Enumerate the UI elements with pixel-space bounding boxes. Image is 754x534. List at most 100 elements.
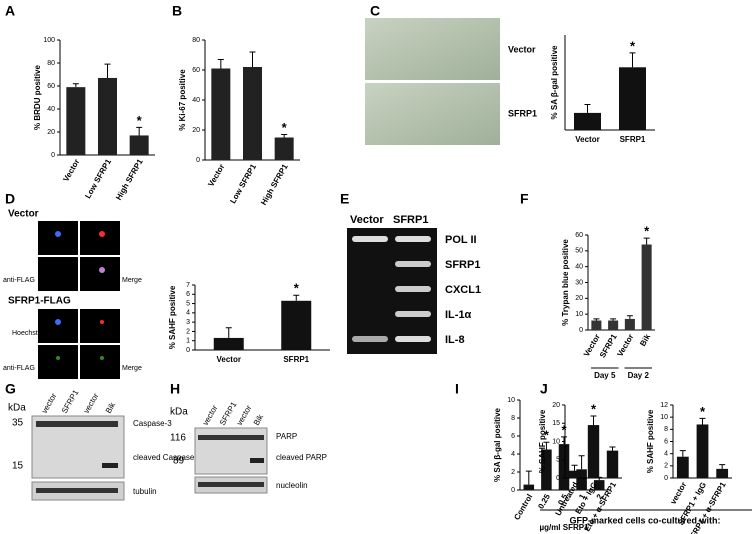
significance-marker: * xyxy=(561,422,567,437)
y-tick-label: 20 xyxy=(192,127,200,134)
error-bar xyxy=(590,415,597,426)
tile-label: Hoechst xyxy=(12,330,38,337)
bar xyxy=(213,337,244,350)
x-tick-label: Vector xyxy=(61,158,81,184)
y-tick-label: 100 xyxy=(43,37,55,44)
y-tick-label: 10 xyxy=(507,397,515,404)
y-tick-label: 15 xyxy=(552,420,560,427)
y-tick-label: 5 xyxy=(556,457,560,464)
y-tick-label: 0 xyxy=(664,475,668,482)
image-label: SFRP1 xyxy=(508,108,537,118)
panel-letter: F xyxy=(520,191,529,207)
y-tick-label: 5 xyxy=(186,300,190,307)
x-tick-label: SFRP1 xyxy=(620,135,646,144)
band-label: Caspase-3 xyxy=(133,419,172,428)
bar xyxy=(66,87,86,155)
x-tick-label: 2 xyxy=(595,492,605,501)
y-tick-label: 20 xyxy=(47,129,55,136)
kda-marker: 116 xyxy=(170,433,186,444)
band-label: cleaved PARP xyxy=(276,453,327,462)
error-bar xyxy=(281,134,288,138)
panel-letter: G xyxy=(5,381,16,397)
y-tick-label: 12 xyxy=(660,402,668,409)
micrograph xyxy=(365,18,500,80)
y-tick-label: 40 xyxy=(575,264,583,271)
y-tick-label: 0 xyxy=(556,475,560,482)
lane-label: Vector xyxy=(350,214,384,226)
error-bar xyxy=(626,315,633,319)
error-bar xyxy=(719,464,726,469)
bar xyxy=(619,67,646,130)
x-tick-label: 1 xyxy=(577,492,587,501)
y-tick-label: 2 xyxy=(511,469,515,476)
error-bar xyxy=(293,294,300,301)
significance-marker: * xyxy=(282,120,288,135)
lane-label: Bik xyxy=(252,412,266,427)
x-tick-label: Vector xyxy=(575,135,599,144)
y-axis-label: % SA β-gal positive xyxy=(550,45,559,119)
kda-marker: 89 xyxy=(173,456,185,467)
error-bar xyxy=(610,318,617,321)
x-axis-label: GFP-marked cells co-cultured with: xyxy=(569,515,720,525)
y-tick-label: 4 xyxy=(186,310,190,317)
y-tick-label: 60 xyxy=(575,232,583,239)
y-tick-label: 10 xyxy=(552,438,560,445)
group-label: SFRP1-FLAG xyxy=(8,296,71,307)
y-tick-label: 60 xyxy=(47,83,55,90)
error-bar xyxy=(217,59,224,69)
y-tick-label: 0 xyxy=(196,157,200,164)
bar xyxy=(281,300,312,350)
y-tick-label: 0 xyxy=(186,347,190,354)
error-bar xyxy=(679,450,686,457)
unit: kDa xyxy=(8,403,26,414)
bar xyxy=(574,112,601,130)
x-tick-label: 0.25 xyxy=(536,492,552,510)
bar xyxy=(274,137,294,160)
x-tick-label: Vector xyxy=(217,355,241,364)
error-bar xyxy=(571,464,578,471)
bar xyxy=(243,67,262,160)
bar xyxy=(676,456,689,478)
error-bar xyxy=(609,446,616,451)
significance-marker: * xyxy=(294,281,300,296)
y-axis-label: % SAHF positive xyxy=(538,409,547,473)
bar xyxy=(211,68,231,160)
band-label: PARP xyxy=(276,432,297,441)
group-label: Day 2 xyxy=(628,371,650,380)
error-bar xyxy=(578,455,585,470)
significance-marker: * xyxy=(700,404,706,419)
lane-label: vector xyxy=(40,391,59,415)
x-tick-label: Control xyxy=(512,493,534,522)
image-label: Vector xyxy=(508,44,536,54)
y-tick-label: 7 xyxy=(186,282,190,289)
lane-label: vector xyxy=(82,391,101,415)
bar xyxy=(641,244,652,330)
x-tick-label: vector xyxy=(669,481,689,506)
panel-letter: I xyxy=(455,381,459,397)
band-label: nucleolin xyxy=(276,481,308,490)
bar xyxy=(608,320,619,330)
y-tick-label: 20 xyxy=(575,295,583,302)
y-axis-label: % Ki-67 positive xyxy=(178,69,187,131)
panel-letter: C xyxy=(370,3,380,19)
panel-letter: J xyxy=(540,381,548,397)
error-bar xyxy=(249,51,256,67)
band-label: IL-1α xyxy=(445,309,472,321)
y-tick-label: 4 xyxy=(664,451,668,458)
x-tick-label: Low SFRP1 xyxy=(228,162,258,205)
tile-label: anti-FLAG xyxy=(3,365,35,372)
significance-marker: * xyxy=(591,401,597,416)
y-tick-label: 8 xyxy=(664,426,668,433)
x-tick-label: Bik xyxy=(638,332,652,348)
y-tick-label: 30 xyxy=(575,279,583,286)
x-tick-label: High SFRP1 xyxy=(259,162,290,207)
blot xyxy=(194,427,268,494)
y-tick-label: 40 xyxy=(47,106,55,113)
x-tick-label: Low SFRP1 xyxy=(83,157,113,200)
error-bar xyxy=(225,327,232,338)
lane-label: SFRP1 xyxy=(60,388,81,415)
y-axis-label: % SA β-gal positive xyxy=(493,407,502,481)
bar xyxy=(587,425,600,478)
panel-letters: A B C D E F G H I J xyxy=(5,3,548,397)
y-tick-label: 10 xyxy=(575,311,583,318)
